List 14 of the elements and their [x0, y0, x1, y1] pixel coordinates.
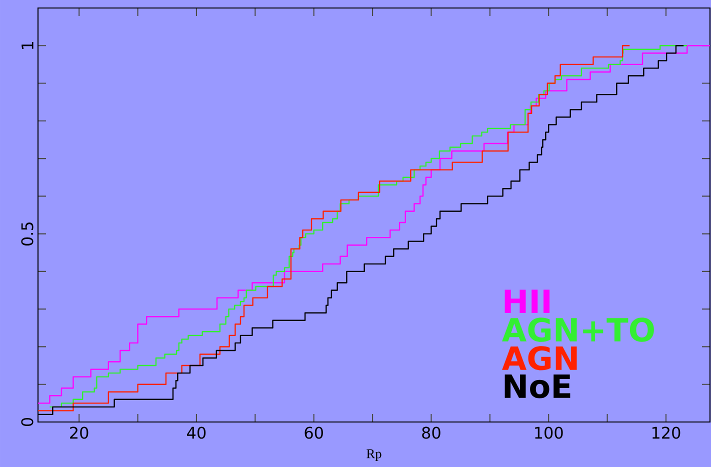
text: NoE [504, 374, 570, 398]
x-tick-label: 100 [535, 426, 563, 439]
y-tick-label: 0.5 [21, 222, 34, 246]
x-tick-label: 120 [652, 426, 680, 439]
x-axis-title: Rp [366, 449, 382, 461]
text: AGN [502, 346, 577, 370]
text: HII [504, 290, 550, 314]
text: AGN+TO [502, 318, 654, 342]
x-tick-label: 60 [304, 426, 323, 439]
y-tick-label: 0 [21, 418, 34, 426]
x-tick-label: 40 [187, 426, 206, 439]
y-tick-label: 1 [22, 42, 34, 49]
x-tick-label: 20 [70, 426, 88, 439]
x-tick-label: 80 [422, 426, 440, 439]
